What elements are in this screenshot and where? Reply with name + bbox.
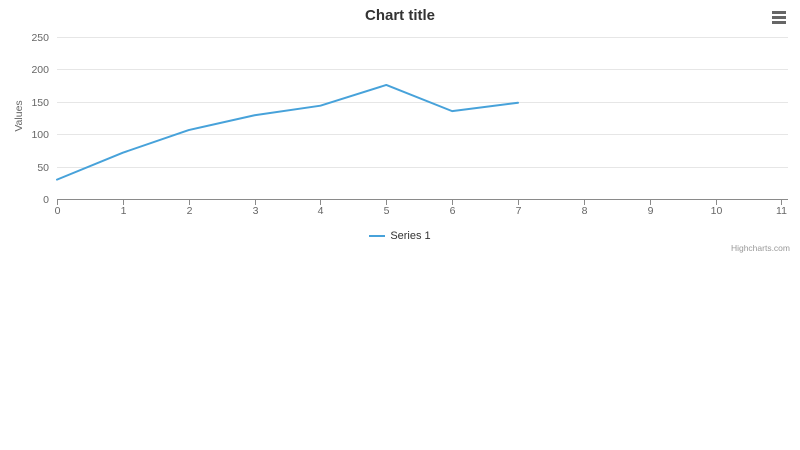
context-menu-button[interactable] [767, 6, 791, 28]
x-axis-label: 7 [516, 205, 522, 217]
legend-label: Series 1 [390, 230, 431, 242]
x-axis-label: 5 [384, 205, 390, 217]
y-axis-label: 200 [31, 64, 49, 76]
x-axis-label: 1 [121, 205, 127, 217]
plot-area: 0 50 100 150 200 250 0 1 2 3 4 5 6 7 8 9 10 11 [31, 32, 788, 217]
highcharts-container: Chart title Values 0 50 100 150 200 250 0 1 2 3 4 5… [0, 6, 800, 253]
x-axis-label: 2 [187, 205, 193, 217]
series-line[interactable] [56, 83, 519, 181]
y-axis-label: 50 [37, 162, 49, 174]
y-axis-label: 100 [31, 129, 49, 141]
page-background: Chart title Values 0 50 100 150 200 250 0 1 2 3 4 5… [0, 6, 800, 253]
legend-line-swatch [369, 235, 386, 237]
x-axis-label: 11 [776, 205, 787, 217]
legend: Series 1 [0, 230, 800, 242]
credits-link[interactable]: Highcharts.com [730, 243, 790, 253]
y-axis-label: 0 [43, 194, 49, 206]
x-axis-label: 3 [253, 205, 259, 217]
legend-item-series-1[interactable]: Series 1 [369, 230, 431, 242]
x-axis-label: 4 [318, 205, 324, 217]
chart-title: Chart title [364, 7, 435, 24]
hamburger-icon [772, 10, 786, 24]
x-axis-label: 9 [648, 205, 654, 217]
x-axis-label: 8 [582, 205, 588, 217]
x-axis-label: 10 [711, 205, 723, 217]
x-axis-label: 6 [450, 205, 456, 217]
y-axis-label: 250 [31, 32, 49, 44]
y-axis-label: 150 [31, 97, 49, 109]
x-axis-label: 0 [55, 205, 61, 217]
